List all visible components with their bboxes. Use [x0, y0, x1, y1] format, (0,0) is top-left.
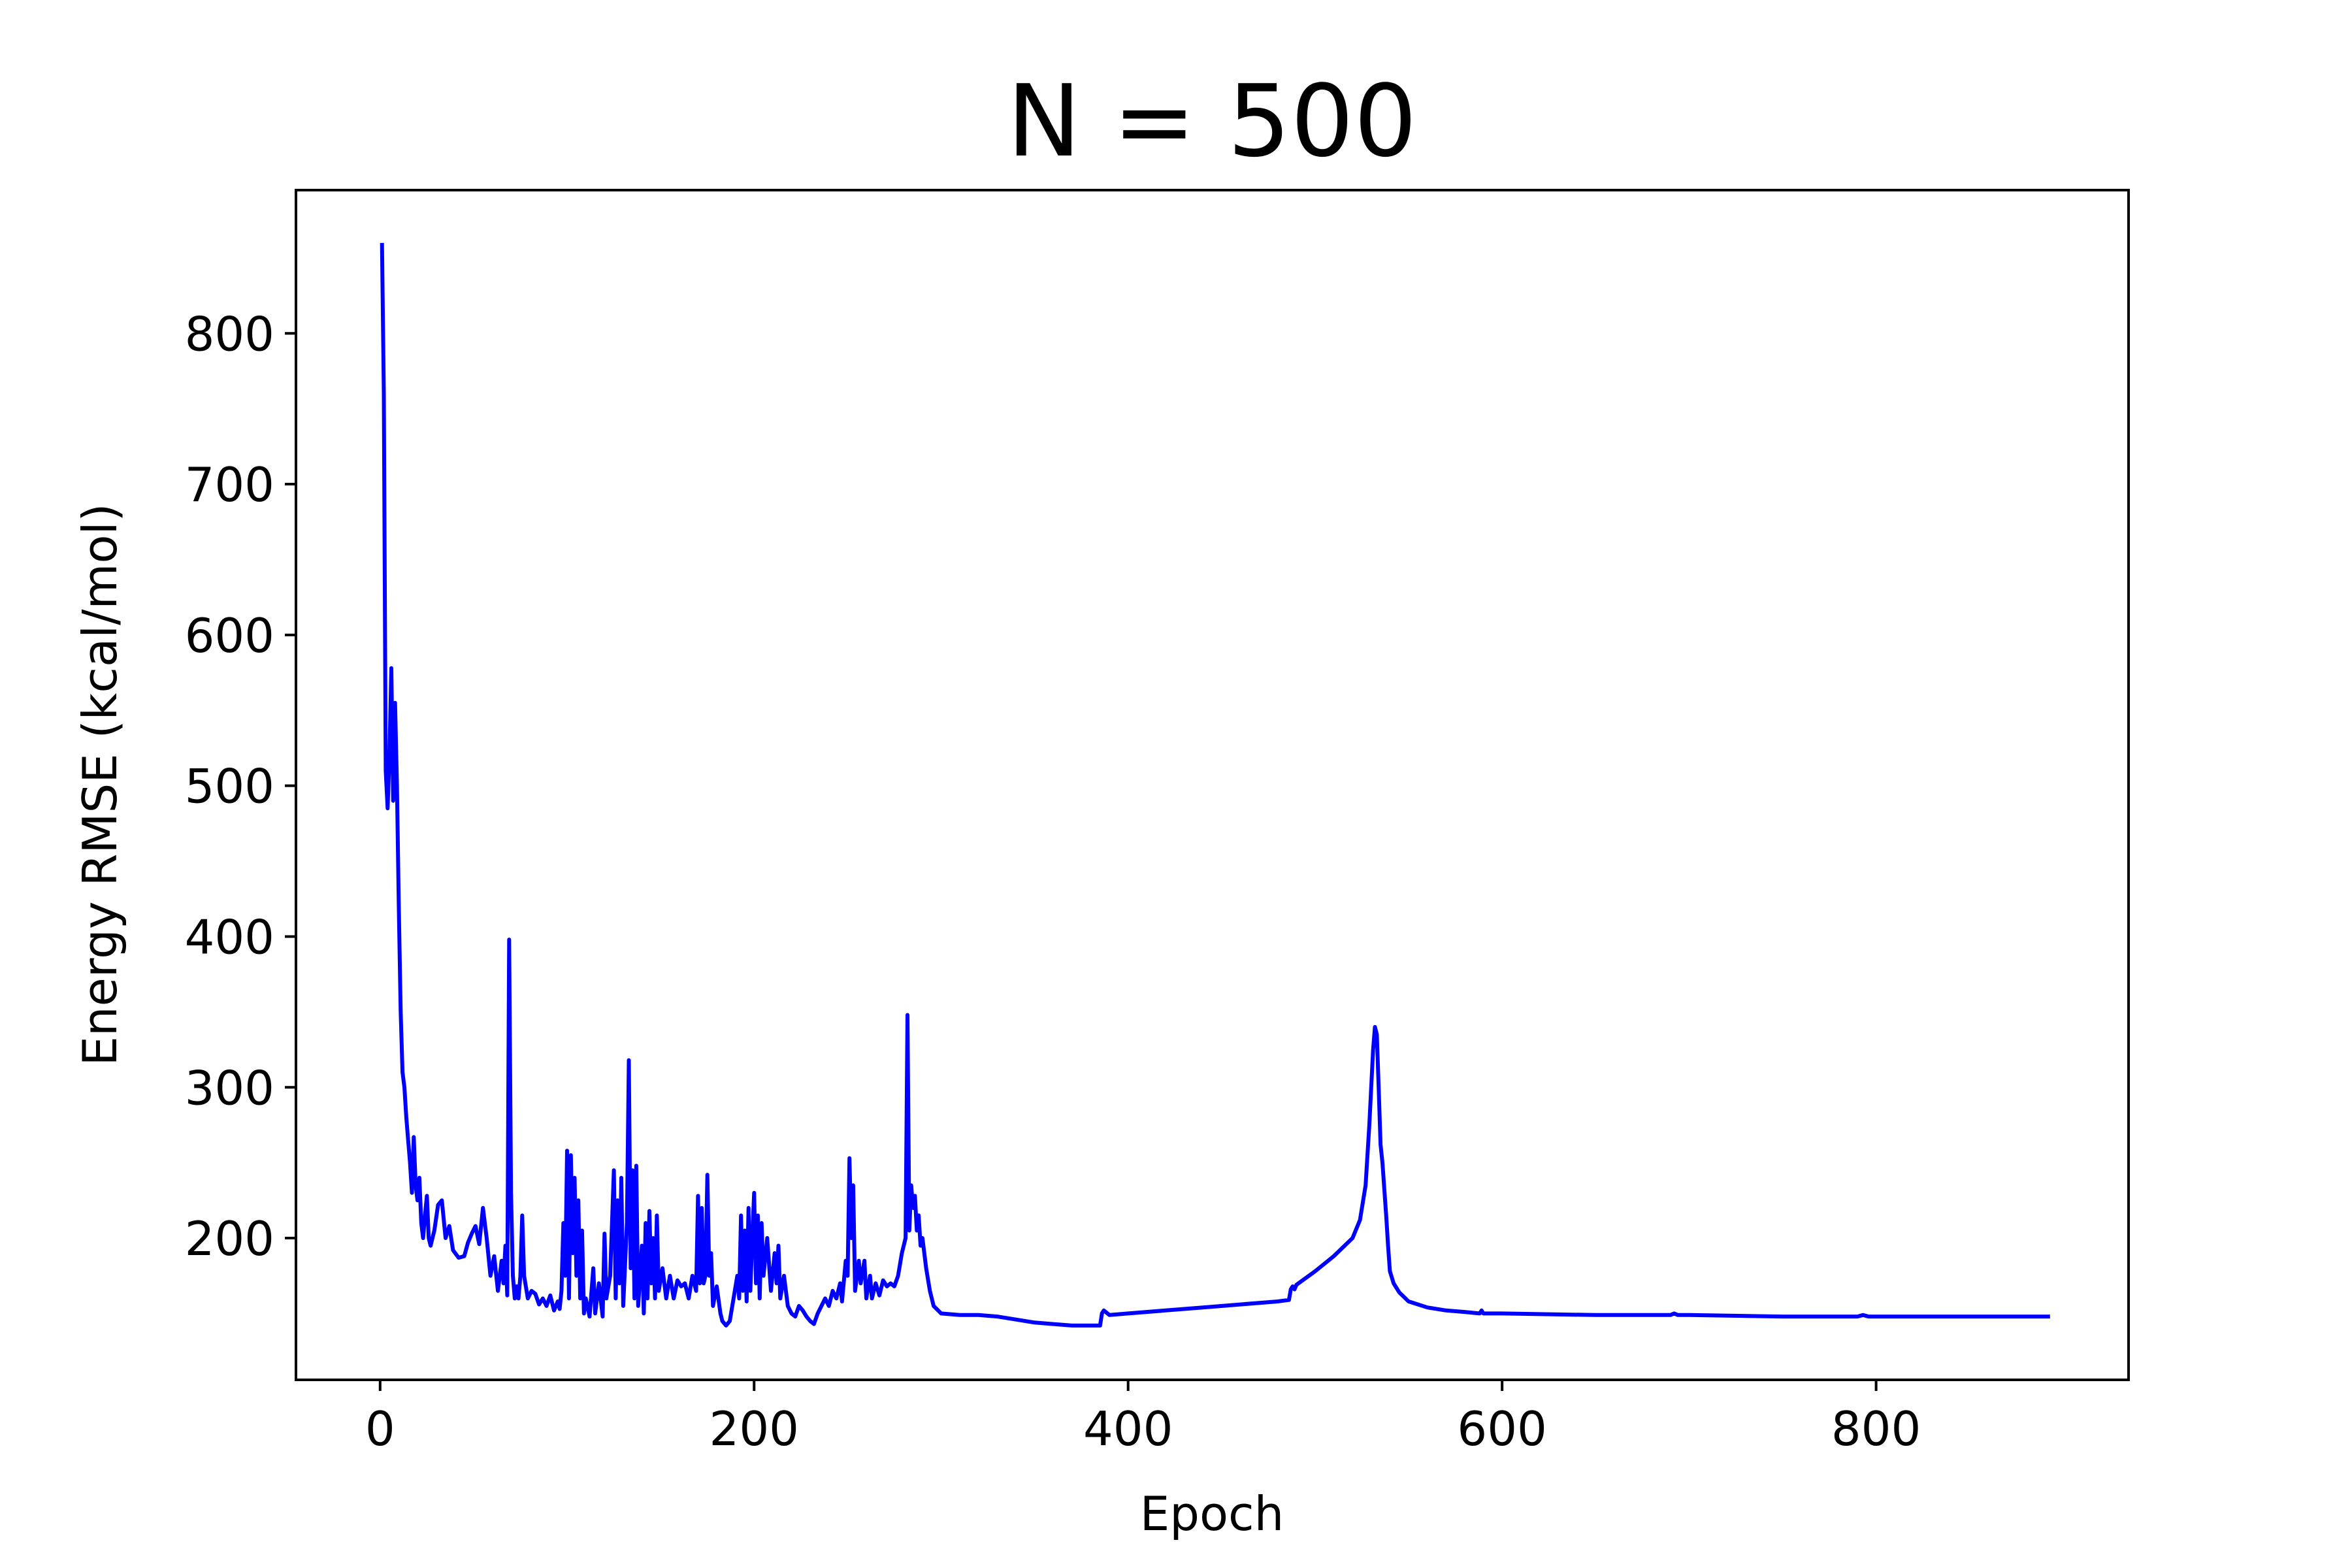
x-tick-label: 200 [710, 1401, 799, 1456]
x-tick-label: 400 [1083, 1401, 1173, 1456]
chart-title: N = 500 [1007, 63, 1417, 179]
x-axis-label: Epoch [1140, 1486, 1284, 1541]
series-line-0 [380, 242, 2050, 1328]
y-axis-label: Energy RMSE (kcal/mol) [73, 503, 127, 1066]
x-tick-label: 800 [1831, 1401, 1921, 1456]
y-tick-label: 200 [185, 1211, 274, 1266]
y-tick-label: 400 [185, 909, 274, 964]
y-tick-label: 300 [185, 1060, 274, 1115]
x-tick-label: 600 [1457, 1401, 1546, 1456]
y-tick-label: 500 [185, 759, 274, 814]
x-tick-label: 0 [365, 1401, 395, 1456]
y-tick-label: 800 [185, 306, 274, 361]
y-tick-label: 600 [185, 608, 274, 663]
y-tick-label: 700 [185, 457, 274, 512]
